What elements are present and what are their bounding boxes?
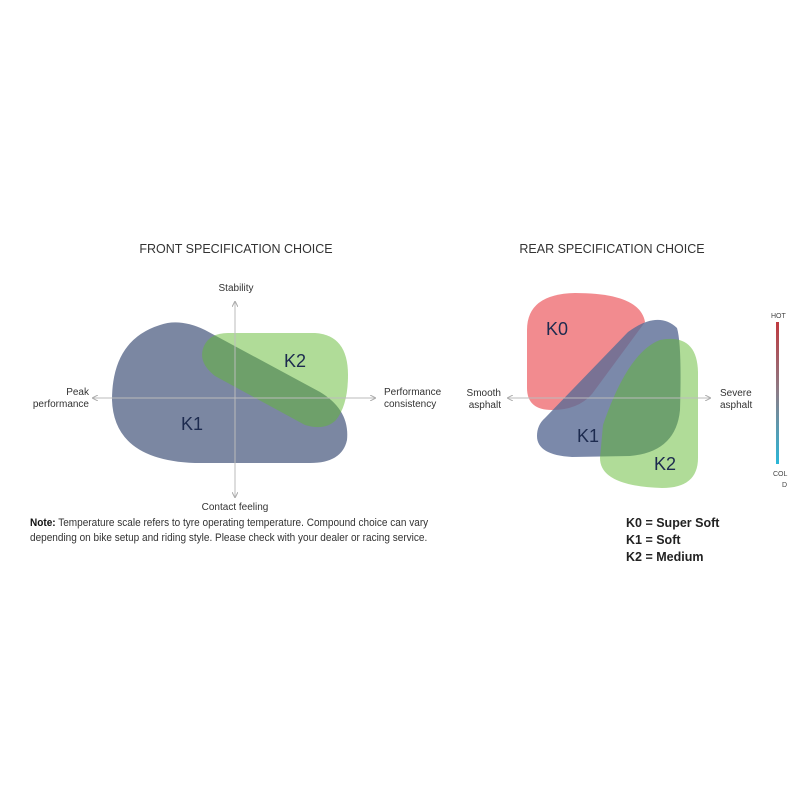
front-axis-left-label: Peak performance bbox=[33, 387, 89, 411]
front-title: FRONT SPECIFICATION CHOICE bbox=[139, 242, 333, 256]
front-axis-top-label: Stability bbox=[218, 283, 254, 294]
label-line: Severe bbox=[720, 388, 752, 399]
note-label: Note: bbox=[30, 517, 56, 529]
rear-k0-label: K0 bbox=[546, 319, 569, 339]
label-line: asphalt bbox=[468, 400, 501, 411]
scale-hot-label: HOT bbox=[771, 313, 786, 320]
front-axis-right-label: Performance consistency bbox=[384, 387, 441, 411]
scale-cold-label-2: D bbox=[782, 482, 788, 489]
compound-legend: K0 = Super Soft K1 = Soft K2 = Medium bbox=[626, 515, 719, 566]
note-text: Note: Temperature scale refers to tyre o… bbox=[30, 516, 428, 546]
label-line: asphalt bbox=[720, 400, 753, 411]
label-line: consistency bbox=[384, 399, 437, 410]
front-k1-region bbox=[112, 322, 348, 463]
front-k2-label: K2 bbox=[284, 351, 307, 371]
rear-title: REAR SPECIFICATION CHOICE bbox=[519, 242, 705, 256]
scale-cold-label-1: COL bbox=[773, 471, 788, 478]
front-k2-region bbox=[202, 333, 348, 428]
label-line: Smooth bbox=[466, 388, 501, 399]
front-k1-label: K1 bbox=[181, 414, 204, 434]
rear-axis-right-label: Severe asphalt bbox=[720, 388, 752, 412]
front-axis-bottom-label: Contact feeling bbox=[201, 502, 269, 513]
label-line: Peak bbox=[66, 387, 89, 398]
note-line-1: Note: Temperature scale refers to tyre o… bbox=[30, 516, 428, 531]
legend-item: K0 = Super Soft bbox=[626, 516, 720, 530]
rear-axis-left-label: Smooth asphalt bbox=[467, 388, 501, 412]
rear-k2-label: K2 bbox=[654, 454, 677, 474]
label-line: Performance bbox=[384, 387, 442, 398]
temperature-scale-bar bbox=[776, 322, 779, 464]
rear-k0-region bbox=[527, 293, 645, 410]
legend-item: K2 = Medium bbox=[626, 550, 704, 564]
note-line-1-text: Temperature scale refers to tyre operati… bbox=[55, 517, 429, 529]
rear-k2-region bbox=[600, 338, 698, 488]
rear-k1-label: K1 bbox=[577, 426, 600, 446]
legend-item: K1 = Soft bbox=[626, 533, 681, 547]
note-line-2: depending on bike setup and riding style… bbox=[30, 532, 428, 544]
label-line: performance bbox=[32, 399, 89, 410]
